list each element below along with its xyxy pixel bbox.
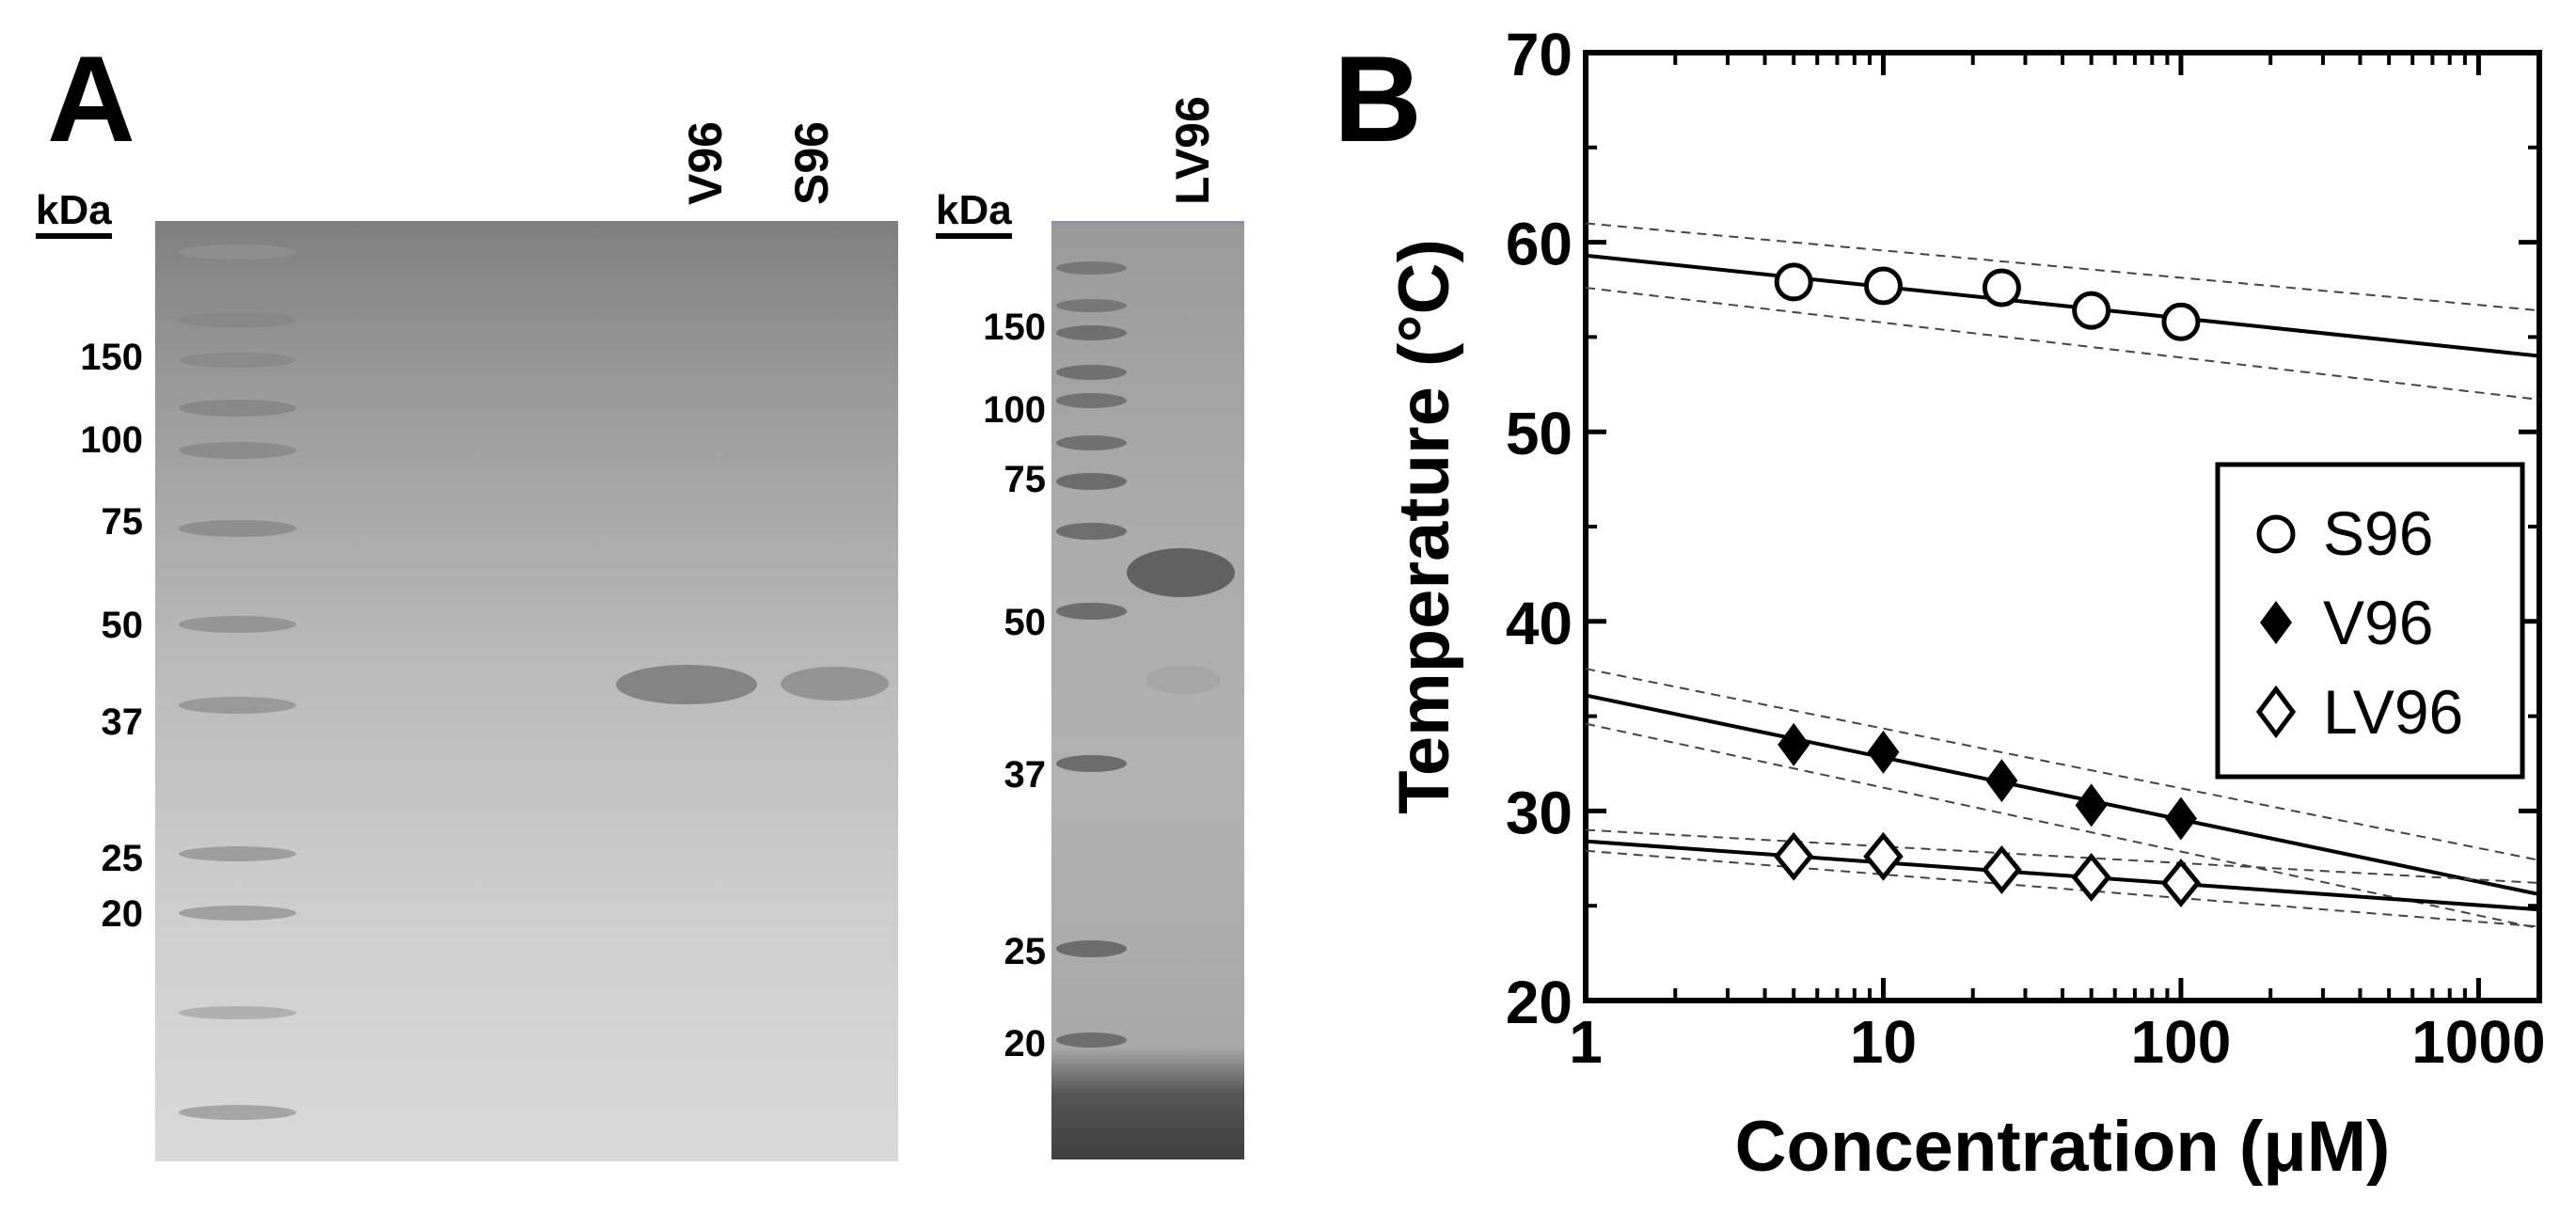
y-tick-label: 30: [1506, 779, 1572, 846]
x-tick-label: 10: [1850, 1008, 1917, 1076]
gel1-ladder-band: [179, 1006, 296, 1019]
gel2-ladder-band: [1056, 261, 1127, 275]
gel1-ladder-band: [179, 312, 296, 327]
gel2-ladder-band: [1056, 473, 1127, 490]
gel2-faint-band: [1146, 666, 1221, 694]
gel2-ladder-band: [1056, 523, 1127, 540]
ci-high-line-v96: [1585, 668, 2540, 861]
gel2-kda-label: kDa: [936, 190, 1012, 239]
gel2-mw-50: 50: [1004, 602, 1047, 643]
gel2-ladder-band: [1056, 393, 1127, 408]
legend-entry-s96: S96: [2256, 498, 2433, 568]
gel1-mw-37: 37: [101, 702, 144, 743]
gel2-ladder-band: [1056, 325, 1127, 340]
point-v96: [1985, 759, 2018, 803]
gel2-mw-37: 37: [1004, 754, 1047, 796]
gel1-ladder-band: [179, 906, 296, 921]
gel2-mw-75: 75: [1004, 459, 1047, 500]
legend-label-lv96: LV96: [2323, 677, 2463, 747]
x-axis-label: Concentration (μM): [1735, 1107, 2391, 1187]
gel2-image: [1051, 221, 1244, 1159]
point-lv96: [1773, 831, 1814, 881]
legend-marker-s96: [2256, 514, 2296, 554]
point-s96: [1982, 268, 2021, 307]
legend-label-s96: S96: [2323, 498, 2433, 568]
point-v96: [1867, 730, 1900, 774]
gel1-kda-label: kDa: [36, 190, 112, 239]
point-s96: [2161, 302, 2201, 341]
gel1-ladder-band: [179, 846, 296, 861]
gel1-ladder-band: [179, 616, 296, 633]
gel1-ladder-band: [179, 400, 296, 417]
gel1-mw-20: 20: [101, 893, 144, 935]
gel2-ladder-band: [1056, 435, 1127, 450]
panel-a-letter: A: [47, 30, 135, 167]
gel2-mw-100: 100: [983, 389, 1046, 431]
point-v96: [2164, 796, 2197, 841]
x-tick-label: 100: [2131, 1008, 2232, 1076]
gel2-ladder-band: [1056, 755, 1127, 772]
point-lv96: [2071, 853, 2111, 902]
ci-low-line-v96: [1585, 722, 2540, 930]
gel2-ladder-band: [1056, 1033, 1127, 1048]
point-lv96: [1863, 831, 1904, 881]
point-lv96: [1982, 844, 2022, 894]
y-tick-label: 20: [1506, 969, 1572, 1036]
gel1-ladder-band: [179, 520, 296, 537]
x-tick-label: 1: [1569, 1008, 1603, 1076]
fit-line-s96: [1585, 253, 2540, 358]
y-axis-label: Temperature (°C): [1384, 239, 1464, 814]
gel1-mw-75: 75: [101, 501, 144, 543]
gel2-mw-20: 20: [1004, 1023, 1047, 1064]
gel1-ladder-band: [179, 244, 296, 260]
gel2-mw-150: 150: [983, 307, 1046, 348]
y-tick-label: 60: [1506, 211, 1572, 278]
ci-low-line-lv96: [1585, 849, 2540, 928]
gel2-ladder-band: [1056, 299, 1127, 312]
point-lv96: [2160, 859, 2202, 907]
gel1-image: [155, 221, 898, 1161]
point-s96: [1774, 262, 1813, 302]
y-tick-label: 70: [1506, 21, 1572, 88]
gel2-ladder-band: [1056, 940, 1127, 957]
legend-entry-v96: V96: [2260, 588, 2433, 657]
gel1-ladder-band: [179, 353, 296, 368]
y-tick-label: 50: [1506, 400, 1572, 467]
gel1-band-v96: [616, 665, 757, 704]
gel2-ladder-band: [1056, 603, 1127, 620]
fit-line-lv96: [1585, 839, 2540, 912]
gel1-ladder-band: [179, 442, 296, 459]
gel2-ladder-band: [1056, 365, 1127, 380]
legend-marker-v96: [2260, 601, 2292, 644]
y-tick-label: 40: [1506, 590, 1572, 657]
gel1-mw-150: 150: [80, 337, 143, 378]
gel1-mw-100: 100: [80, 419, 143, 461]
legend-entry-lv96: LV96: [2255, 677, 2463, 747]
legend-label-v96: V96: [2323, 588, 2433, 657]
point-s96: [1863, 266, 1903, 306]
fit-line-v96: [1585, 693, 2540, 897]
panel-b-letter: B: [1334, 30, 1422, 167]
gel1-ladder-band: [179, 697, 296, 714]
ci-low-line-s96: [1585, 286, 2540, 401]
point-v96: [1778, 722, 1810, 766]
gel1-mw-50: 50: [101, 605, 144, 646]
ci-high-line-s96: [1585, 222, 2540, 312]
gel2-mw-25: 25: [1004, 931, 1047, 972]
x-tick-label: 1000: [2411, 1008, 2545, 1076]
gel1-ladder-band: [179, 1105, 296, 1120]
point-s96: [2072, 291, 2111, 330]
legend-marker-lv96: [2255, 685, 2297, 739]
point-v96: [2075, 783, 2108, 828]
gel2-band-lv96: [1127, 548, 1235, 597]
gel1-mw-25: 25: [101, 838, 144, 879]
gel1-band-s96: [781, 667, 889, 701]
